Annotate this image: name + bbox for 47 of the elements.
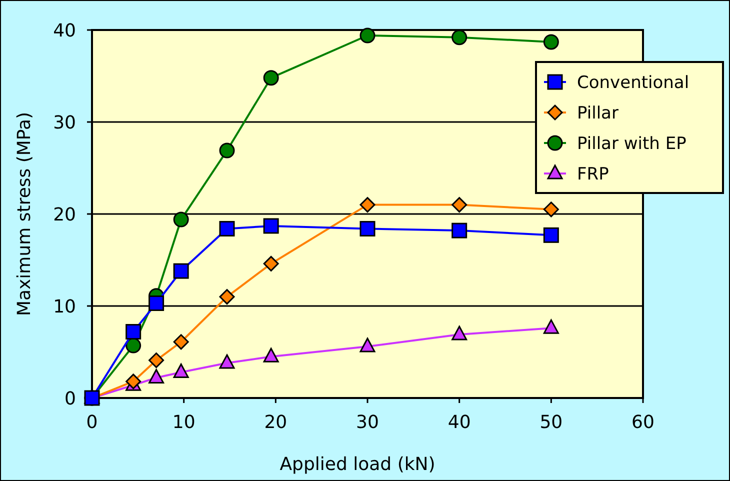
point	[360, 197, 376, 213]
point	[360, 338, 376, 352]
y-tick-label: 0	[64, 388, 76, 410]
point	[219, 142, 235, 158]
point	[543, 202, 559, 218]
x-axis-title: Applied load (kN)	[280, 454, 436, 475]
point	[543, 34, 559, 50]
legend-label: Pillar with EP	[577, 134, 686, 154]
point	[543, 227, 559, 243]
point	[543, 319, 559, 334]
point	[148, 369, 164, 384]
point	[452, 326, 468, 340]
x-tick-label: 50	[540, 412, 563, 433]
y-axis-title: Maximum stress (MPa)	[14, 112, 35, 316]
x-tick-label: 30	[356, 412, 379, 433]
point	[126, 338, 142, 354]
y-tick-label: 40	[53, 20, 76, 42]
legend-label: Pillar	[577, 103, 618, 124]
x-tick-label: 0	[86, 412, 98, 433]
x-tick-label: 10	[172, 412, 196, 433]
point	[148, 295, 164, 311]
y-tick-label: 20	[53, 204, 76, 226]
legend-label: FRP	[577, 164, 609, 184]
x-tick-label: 60	[632, 412, 654, 433]
point	[219, 354, 235, 369]
point	[126, 324, 142, 340]
point	[173, 212, 189, 228]
x-tick-label: 40	[448, 412, 471, 433]
point	[360, 28, 376, 44]
point	[452, 30, 468, 46]
point	[360, 220, 376, 236]
point	[263, 256, 279, 272]
y-tick-label: 30	[53, 112, 76, 134]
point	[263, 70, 279, 86]
point	[173, 334, 189, 350]
legend-label: Conventional	[577, 72, 690, 93]
x-tick-label: 20	[264, 412, 288, 433]
point	[263, 348, 279, 362]
point	[219, 220, 235, 236]
point	[452, 222, 468, 238]
point	[173, 363, 189, 378]
y-tick-label: 10	[53, 296, 76, 318]
point	[219, 289, 235, 305]
point	[148, 352, 164, 368]
point	[452, 197, 468, 213]
point	[263, 218, 279, 234]
point	[173, 263, 189, 279]
